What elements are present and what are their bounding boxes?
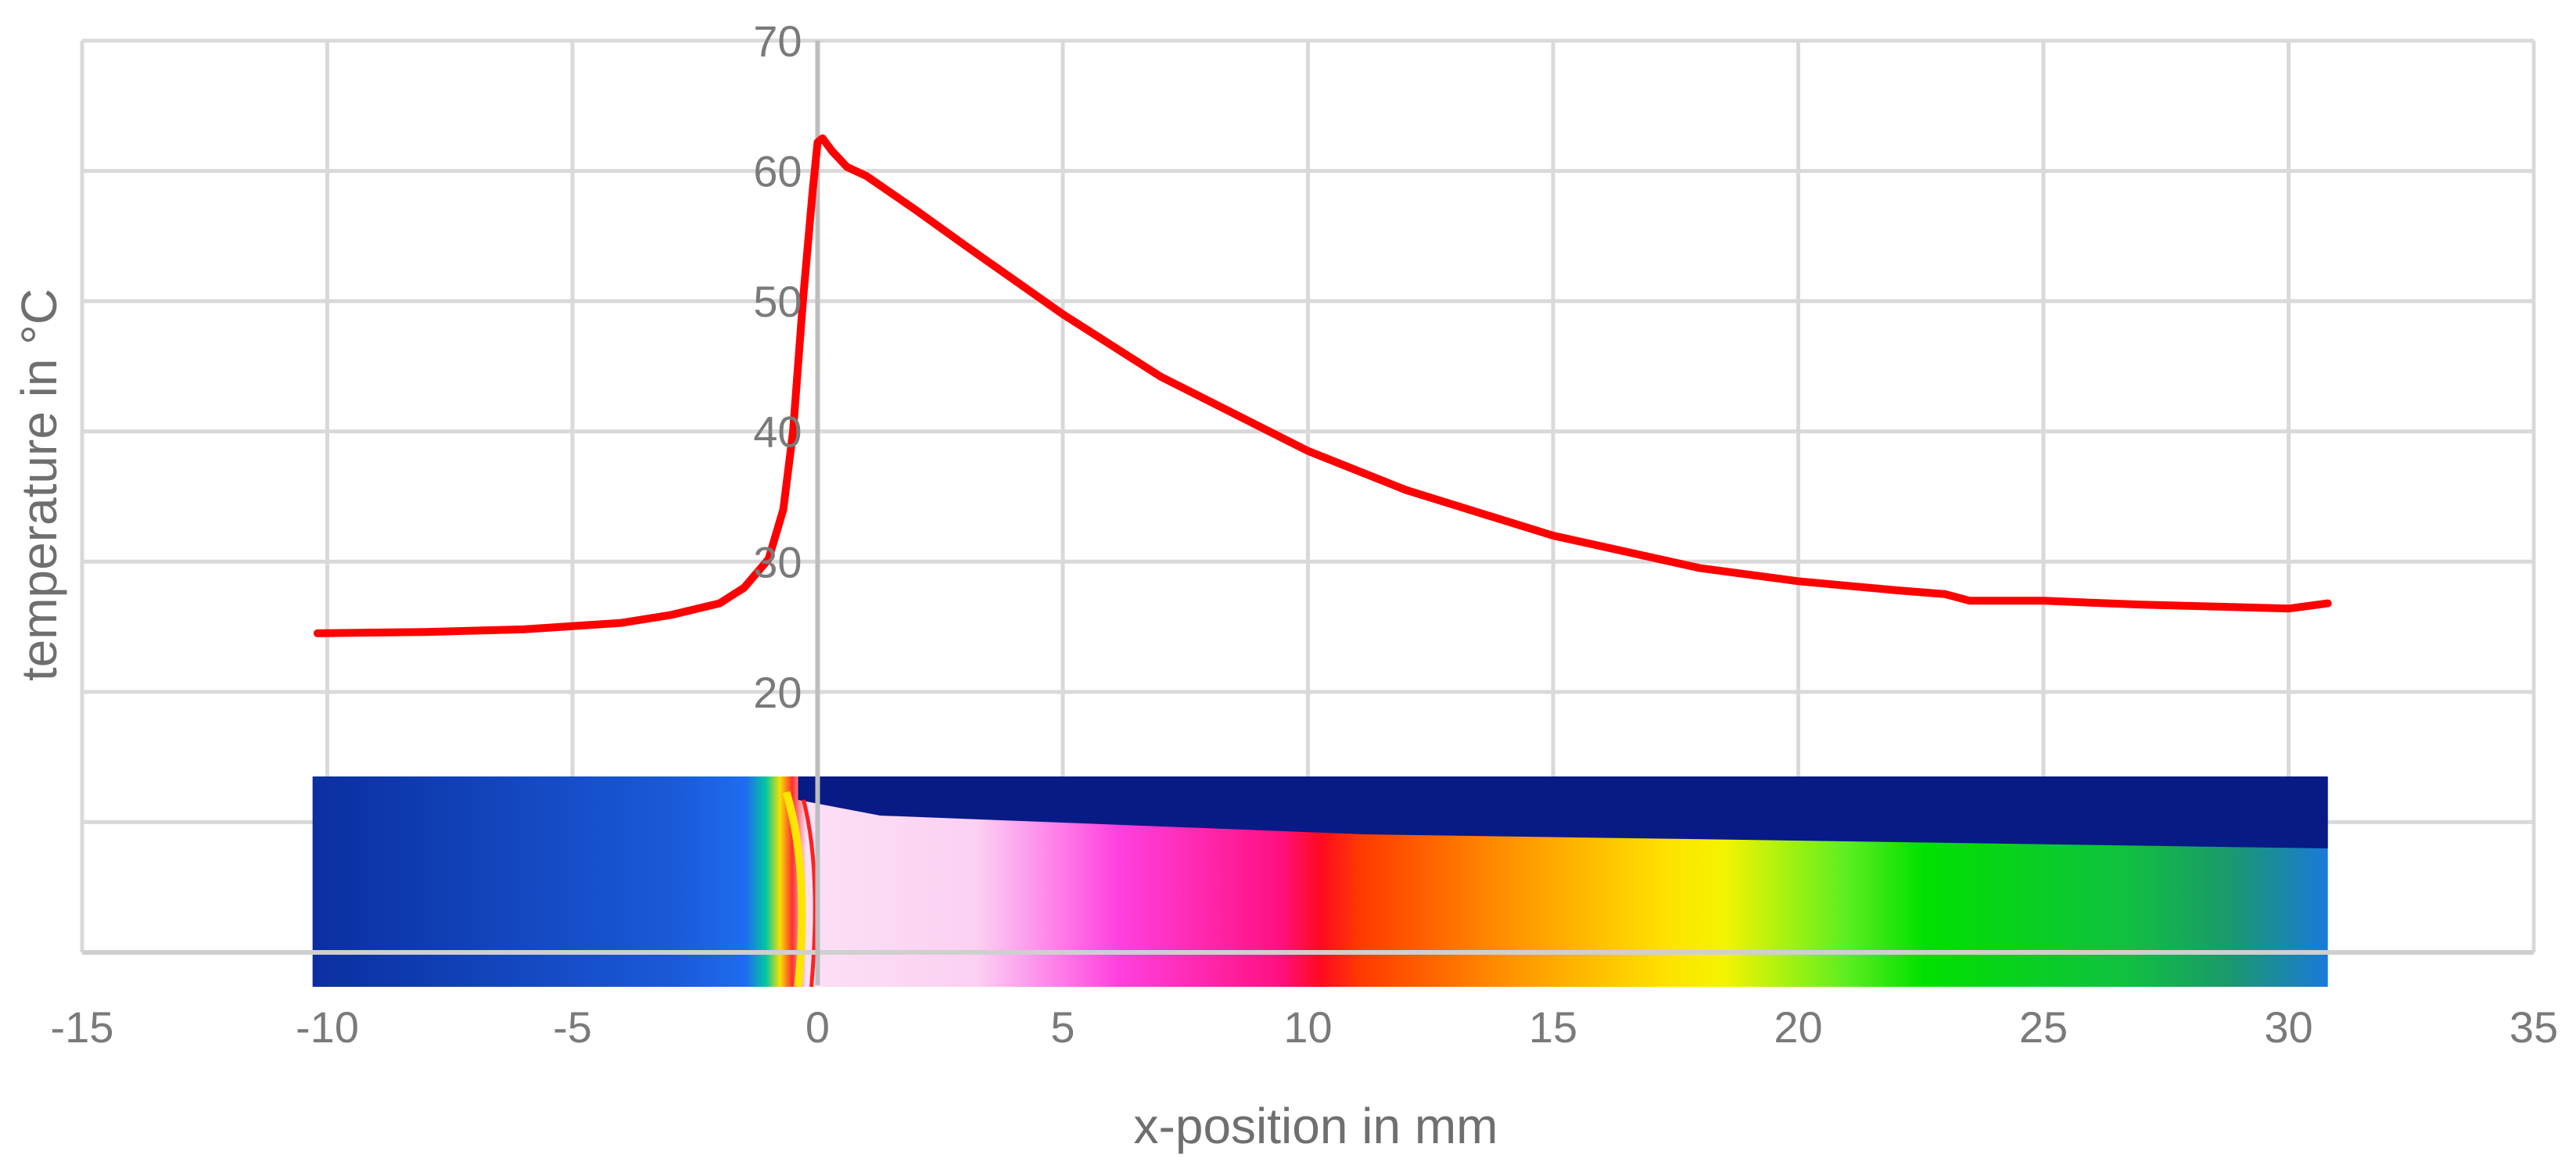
x-tick-label: 5 bbox=[1050, 1002, 1075, 1052]
x-tick-label: 25 bbox=[2019, 1002, 2068, 1052]
x-tick-label: 0 bbox=[805, 1002, 830, 1052]
thermal-image-inset bbox=[312, 776, 2328, 988]
y-tick-label: 40 bbox=[753, 407, 802, 457]
series bbox=[314, 134, 2332, 637]
y-tick-label: 70 bbox=[753, 16, 802, 66]
x-tick-label: 30 bbox=[2264, 1002, 2312, 1052]
thermal-image-hot-edge bbox=[782, 791, 806, 988]
y-axis-title: temperature in °C bbox=[11, 289, 67, 681]
axes bbox=[82, 41, 2534, 985]
x-tick-label: 35 bbox=[2510, 1002, 2558, 1052]
x-tick-label: -10 bbox=[296, 1002, 359, 1052]
x-tick-label: 15 bbox=[1529, 1002, 1577, 1052]
y-tick-label: 30 bbox=[753, 537, 802, 586]
y-tick-label: 20 bbox=[753, 668, 802, 717]
x-tick-label: -15 bbox=[51, 1002, 114, 1052]
y-tick-label: 60 bbox=[753, 147, 802, 196]
x-tick-label: 10 bbox=[1283, 1002, 1332, 1052]
x-axis-title: x-position in mm bbox=[1134, 1098, 1498, 1154]
thermal-image-edge-red bbox=[802, 799, 817, 988]
x-tick-label: 20 bbox=[1774, 1002, 1822, 1052]
x-tick-label: -5 bbox=[553, 1002, 592, 1052]
series-line-temperature bbox=[314, 134, 2332, 637]
tick-labels: -15 -10 -5 0 5 10 15 20 25 30 35 20 30 40 50 60 70 bbox=[51, 16, 2559, 1052]
y-tick-label: 50 bbox=[753, 277, 802, 326]
